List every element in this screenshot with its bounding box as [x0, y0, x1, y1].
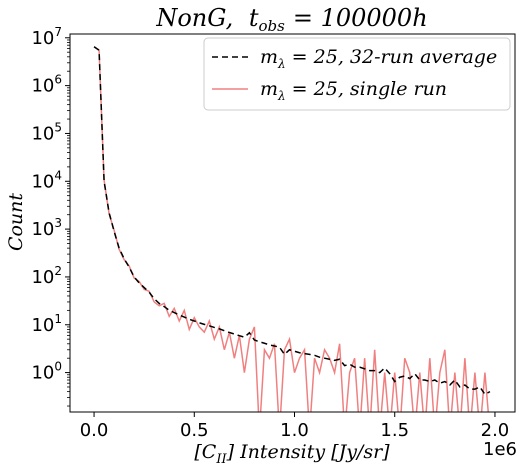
x-offset-text: 1e6 [483, 439, 517, 460]
x-tick-label: 1.5 [380, 420, 409, 441]
y-tick-label: 104 [31, 168, 62, 192]
chart-title-sub: obs [259, 17, 286, 35]
chart-title: NonG, tobs = 100000h [155, 4, 427, 35]
legend-single-sub: λ [277, 89, 286, 103]
legend-single-prefix: m [260, 78, 278, 100]
x-tick-label: 1.0 [280, 420, 309, 441]
y-axis: 100 101 102 103 104 105 106 107 [31, 25, 70, 407]
chart-title-main: NonG, [155, 4, 233, 32]
legend-single-text: = 25, single run [286, 78, 447, 100]
x-tick-label: 0.0 [80, 420, 109, 441]
x-tick-label: 0.5 [180, 420, 209, 441]
plot-frame [69, 33, 516, 413]
legend-average-prefix: m [260, 46, 278, 68]
x-axis-label-open: [C [194, 441, 216, 463]
y-axis-label: Count [5, 193, 27, 251]
legend-average-text: = 25, 32-run average [286, 46, 498, 68]
legend-box [203, 37, 511, 111]
y-tick-label: 106 [31, 73, 62, 97]
legend-label-average: mλ = 25, 32-run average [260, 46, 497, 71]
y-tick-label: 107 [31, 25, 62, 49]
x-axis-label-rest: ] Intensity [Jy/sr] [226, 441, 391, 463]
legend: mλ = 25, 32-run average mλ = 25, single … [203, 37, 511, 111]
x-tick-label: 2.0 [481, 420, 510, 441]
x-axis: 0.0 0.5 1.0 1.5 2.0 [80, 412, 510, 441]
chart-title-rest: = 100000h [293, 4, 428, 32]
chart-title-t: t [249, 4, 259, 32]
x-axis-label-sub: II [215, 452, 227, 467]
legend-average-sub: λ [277, 57, 286, 71]
y-tick-label: 101 [31, 312, 62, 336]
y-tick-label: 103 [31, 216, 62, 240]
y-tick-label: 100 [31, 360, 62, 384]
y-tick-label: 102 [31, 264, 62, 288]
y-tick-label: 105 [31, 120, 62, 144]
legend-label-single: mλ = 25, single run [260, 78, 447, 103]
series-layer [93, 46, 491, 412]
x-axis-label: [CII] Intensity [Jy/sr] [194, 441, 390, 467]
series-line-32-run-average [93, 46, 491, 396]
series-line-single-run [93, 46, 490, 412]
